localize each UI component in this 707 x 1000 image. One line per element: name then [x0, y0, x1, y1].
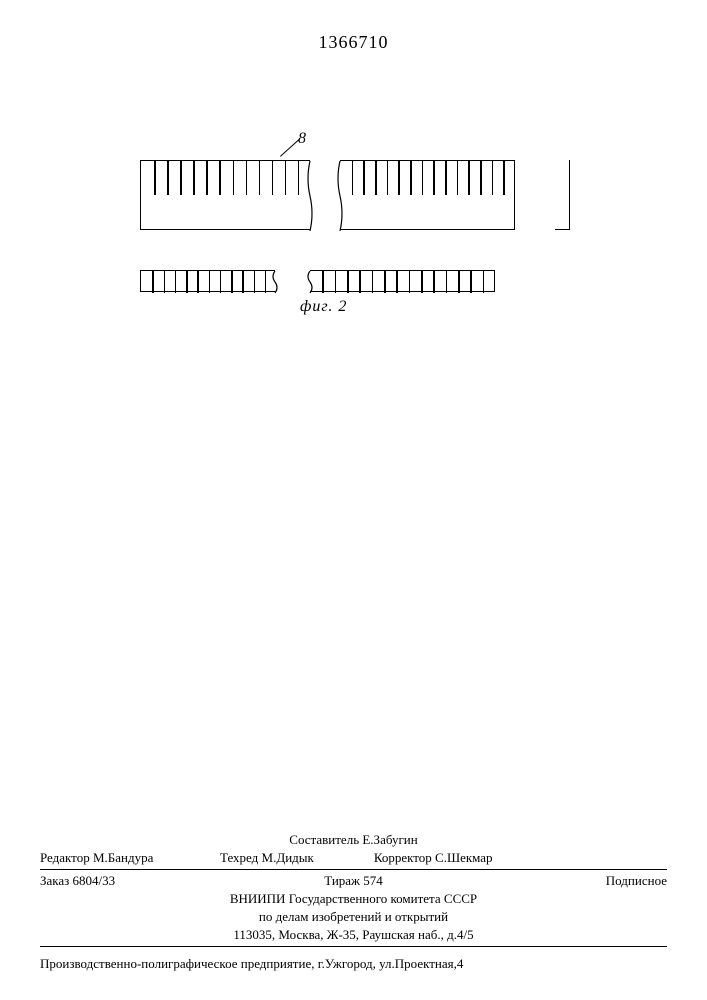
rule-2: [40, 946, 667, 947]
comb-top-right: [340, 160, 515, 230]
org-1: ВНИИПИ Государственного комитета СССР: [40, 891, 667, 907]
editor: Редактор М.Бандура: [40, 850, 220, 866]
comb-end-mark: [555, 160, 570, 230]
subscription: Подписное: [458, 873, 667, 889]
ref-line-8: [280, 139, 299, 156]
order-row: Заказ 6804/33 Тираж 574 Подписное: [40, 873, 667, 889]
techred: Техред М.Дидык: [220, 850, 314, 866]
credits-row: Редактор М.Бандура Техред М.Дидык Коррек…: [40, 850, 667, 866]
page: 1366710 8 фиг. 2 Составитель Е.Забугин Р…: [0, 0, 707, 1000]
comb-bottom-right: [310, 270, 495, 292]
compiler: Составитель Е.Забугин: [289, 832, 417, 848]
rule-1: [40, 869, 667, 870]
figure-2: 8 фиг. 2: [140, 160, 580, 340]
figure-caption: фиг. 2: [300, 298, 347, 316]
footer-block: Составитель Е.Забугин Редактор М.Бандура…: [40, 830, 667, 950]
compiler-row: Составитель Е.Забугин: [40, 832, 667, 848]
tirage: Тираж 574: [249, 873, 458, 889]
comb-bottom-left: [140, 270, 275, 292]
patent-number: 1366710: [0, 32, 707, 53]
order: Заказ 6804/33: [40, 873, 249, 889]
comb-top-left: [140, 160, 310, 230]
press-line: Производственно-полиграфическое предприя…: [40, 956, 667, 972]
org-3: 113035, Москва, Ж-35, Раушская наб., д.4…: [40, 927, 667, 943]
org-2: по делам изобретений и открытий: [40, 909, 667, 925]
corrector: Корректор С.Шекмар: [374, 850, 493, 866]
